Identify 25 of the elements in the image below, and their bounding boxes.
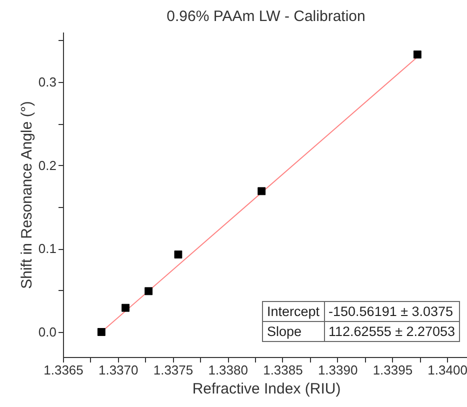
y-axis-title: Shift in Resonance Angle (°) xyxy=(18,101,36,289)
point xyxy=(174,250,182,258)
annotation: Slope xyxy=(262,322,324,342)
point xyxy=(97,328,106,336)
x-tick-label: 1.3385 xyxy=(263,362,303,378)
annotation: Intercept xyxy=(262,302,324,322)
x-axis-title: Refractive Index (RIU) xyxy=(192,380,341,398)
y-tick-label: 0.3 xyxy=(38,74,56,90)
x-tick-label: 1.3365 xyxy=(44,362,84,378)
x-tick-label: 1.3380 xyxy=(208,362,248,378)
annotation: 112.62555 ± 2.27053 xyxy=(324,322,460,342)
x-tick-label: 1.3400 xyxy=(428,362,467,378)
point xyxy=(144,287,153,296)
x-tick-label: 1.3370 xyxy=(98,362,138,378)
chart-title: 0.96% PAAm LW - Calibration xyxy=(166,8,366,25)
point xyxy=(258,187,266,196)
y-tick-label: 0.1 xyxy=(38,241,56,256)
point xyxy=(413,50,422,58)
x-tick-label: 1.3395 xyxy=(372,362,413,378)
point xyxy=(122,304,130,312)
annotation: -150.56191 ± 3.0375 xyxy=(324,302,460,322)
y-tick-label: 0.0 xyxy=(38,324,56,340)
x-tick-label: 1.3390 xyxy=(318,362,358,378)
x-tick-label: 1.3375 xyxy=(153,362,194,378)
y-tick-label: 0.2 xyxy=(38,158,56,173)
